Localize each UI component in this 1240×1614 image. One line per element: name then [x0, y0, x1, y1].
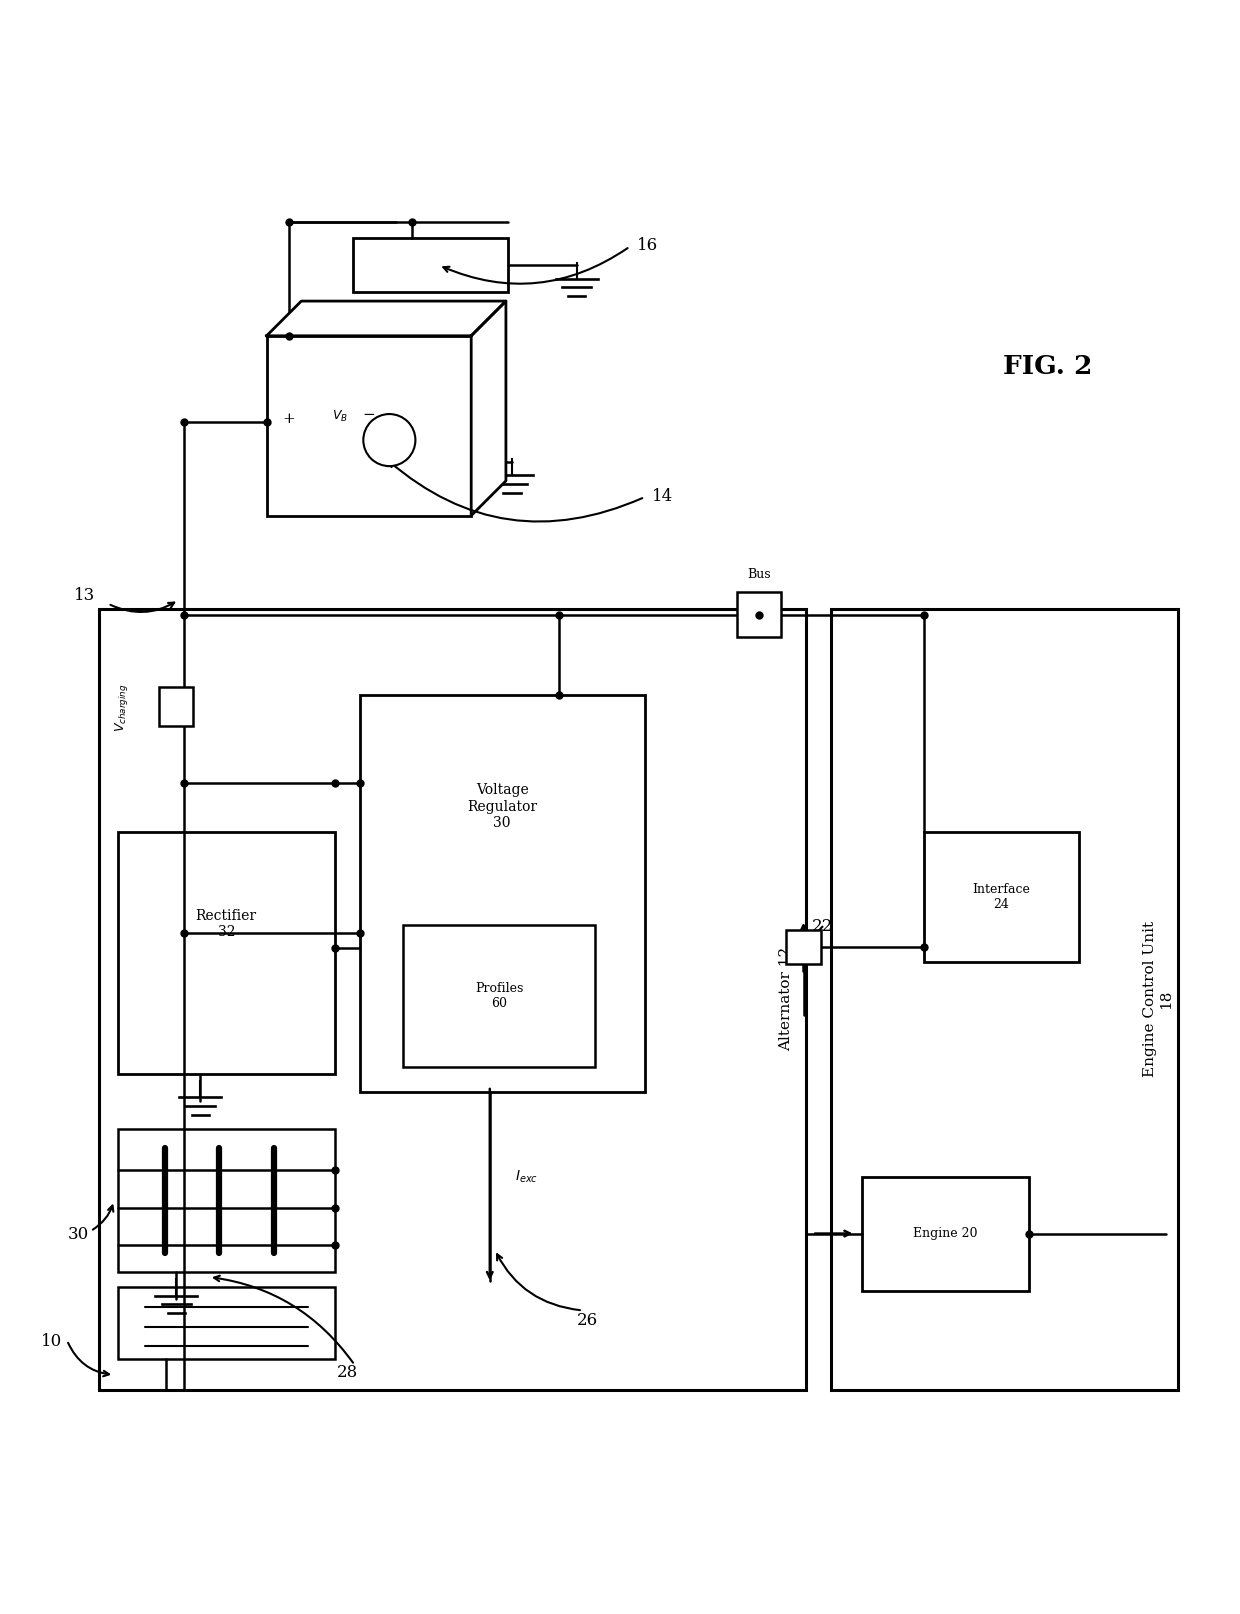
Bar: [118, 831, 335, 1073]
Text: FIG. 2: FIG. 2: [1003, 355, 1092, 379]
Bar: [159, 686, 193, 726]
Text: Engine 20: Engine 20: [913, 1227, 978, 1240]
Text: 28: 28: [337, 1364, 358, 1382]
Bar: [99, 608, 806, 1390]
Text: $V_B$: $V_B$: [332, 410, 348, 424]
Text: −: −: [362, 408, 376, 421]
Circle shape: [363, 415, 415, 466]
Polygon shape: [267, 302, 506, 336]
Bar: [403, 925, 595, 1067]
Text: Rectifier
32: Rectifier 32: [196, 909, 257, 939]
Text: Bus: Bus: [746, 568, 771, 581]
Text: 16: 16: [637, 237, 658, 255]
Text: 26: 26: [577, 1312, 598, 1330]
Polygon shape: [471, 302, 506, 515]
Bar: [360, 696, 645, 1093]
Text: Profiles
60: Profiles 60: [475, 981, 523, 1010]
Text: 13: 13: [74, 587, 95, 604]
Bar: [786, 930, 821, 965]
Bar: [924, 831, 1079, 962]
Text: 22: 22: [812, 918, 833, 935]
Bar: [831, 608, 1178, 1390]
Text: Engine Control Unit
18: Engine Control Unit 18: [1143, 922, 1173, 1077]
Text: Voltage
Regulator
30: Voltage Regulator 30: [467, 783, 537, 830]
Text: 10: 10: [41, 1333, 62, 1351]
Text: Alternator 12: Alternator 12: [779, 947, 794, 1051]
Bar: [267, 336, 471, 515]
Text: +: +: [283, 412, 295, 426]
Text: $I_{exc}$: $I_{exc}$: [515, 1169, 538, 1185]
Bar: [118, 1130, 335, 1272]
Bar: [353, 237, 508, 292]
Text: $V_{charging}$: $V_{charging}$: [113, 683, 130, 733]
Text: Interface
24: Interface 24: [972, 883, 1030, 910]
Bar: [862, 1177, 1029, 1291]
Text: 30: 30: [68, 1225, 89, 1243]
Bar: [737, 592, 781, 638]
Bar: [118, 1286, 335, 1359]
Text: 14: 14: [652, 487, 673, 505]
